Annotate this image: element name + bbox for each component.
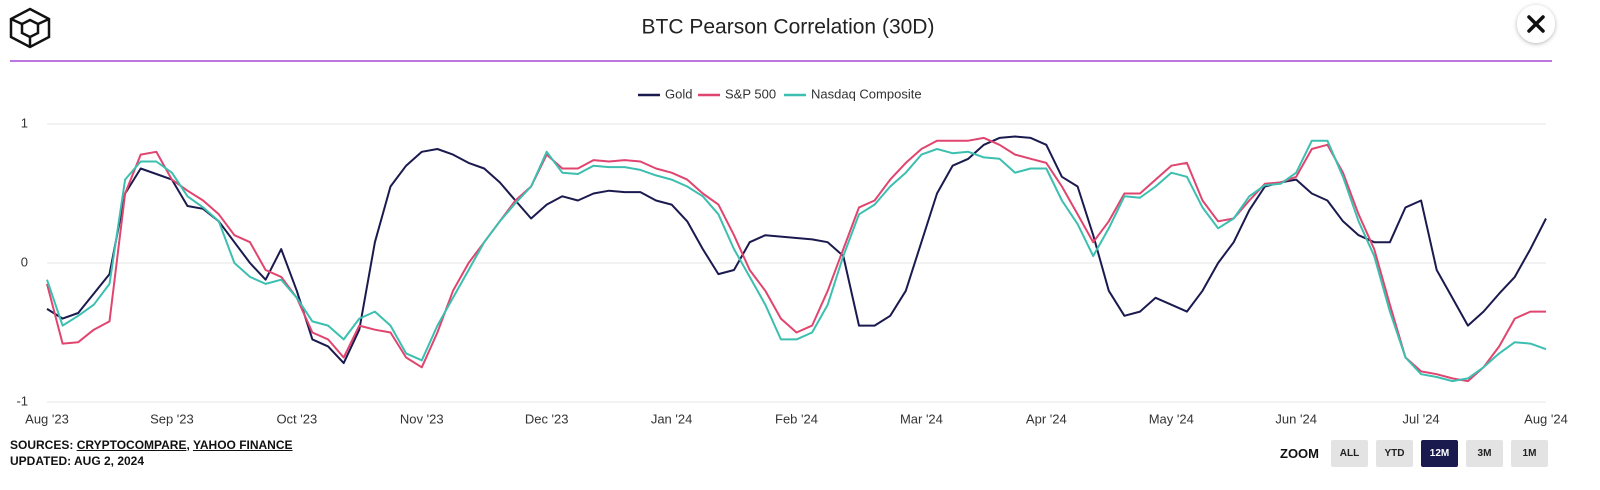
logo bbox=[9, 7, 51, 49]
zoom-button[interactable]: YTD bbox=[1376, 440, 1413, 467]
zoom-button[interactable]: 3M bbox=[1466, 440, 1503, 467]
footer: SOURCES: CRYPTOCOMPARE, YAHOO FINANCE UP… bbox=[10, 437, 293, 469]
zoom-button[interactable]: ALL bbox=[1331, 440, 1368, 467]
x-tick-label: Oct '23 bbox=[276, 411, 317, 426]
y-tick-label: 0 bbox=[21, 254, 28, 269]
chart-title: BTC Pearson Correlation (30D) bbox=[642, 16, 935, 39]
x-tick-label: Sep '23 bbox=[150, 411, 194, 426]
close-icon[interactable] bbox=[1527, 15, 1545, 33]
zoom-button[interactable]: 12M bbox=[1421, 440, 1458, 467]
x-tick-label: May '24 bbox=[1149, 411, 1194, 426]
legend-label: Nasdaq Composite bbox=[811, 86, 922, 101]
x-tick-label: Jul '24 bbox=[1402, 411, 1439, 426]
x-tick-label: Jan '24 bbox=[651, 411, 693, 426]
zoom-button[interactable]: 1M bbox=[1511, 440, 1548, 467]
legend: Gold S&P 500 Nasdaq Composite bbox=[638, 86, 922, 101]
chart: BTC Pearson Correlation (30D) -1 0 1 Aug '2… bbox=[9, 5, 1568, 426]
separator: , bbox=[186, 438, 190, 452]
series-line bbox=[46, 136, 1546, 383]
x-tick-label: Aug '23 bbox=[25, 411, 69, 426]
legend-label: S&P 500 bbox=[725, 86, 776, 101]
x-tick-label: Jun '24 bbox=[1275, 411, 1317, 426]
y-tick-label: -1 bbox=[16, 393, 28, 408]
zoom-label: ZOOM bbox=[1280, 446, 1319, 461]
x-tick-label: Dec '23 bbox=[525, 411, 569, 426]
sources-label: SOURCES: bbox=[10, 438, 74, 452]
legend-label: Gold bbox=[665, 86, 692, 101]
x-tick-label: Apr '24 bbox=[1026, 411, 1067, 426]
series-line bbox=[46, 135, 1547, 365]
series-line bbox=[46, 139, 1547, 383]
close-button[interactable] bbox=[1517, 5, 1555, 43]
source-link[interactable]: YAHOO FINANCE bbox=[192, 438, 293, 452]
updated: UPDATED: AUG 2, 2024 bbox=[10, 454, 145, 468]
x-tick-label: Feb '24 bbox=[775, 411, 818, 426]
x-tick-label: Aug '24 bbox=[1524, 411, 1568, 426]
sources: SOURCES: CRYPTOCOMPARE, YAHOO FINANCE bbox=[10, 437, 293, 453]
x-tick-label: Nov '23 bbox=[400, 411, 444, 426]
source-link[interactable]: CRYPTOCOMPARE bbox=[76, 438, 187, 452]
x-tick-label: Mar '24 bbox=[900, 411, 943, 426]
y-tick-label: 1 bbox=[21, 115, 28, 130]
zoom-controls: ZOOM ALL YTD 12M 3M 1M bbox=[1280, 440, 1548, 467]
